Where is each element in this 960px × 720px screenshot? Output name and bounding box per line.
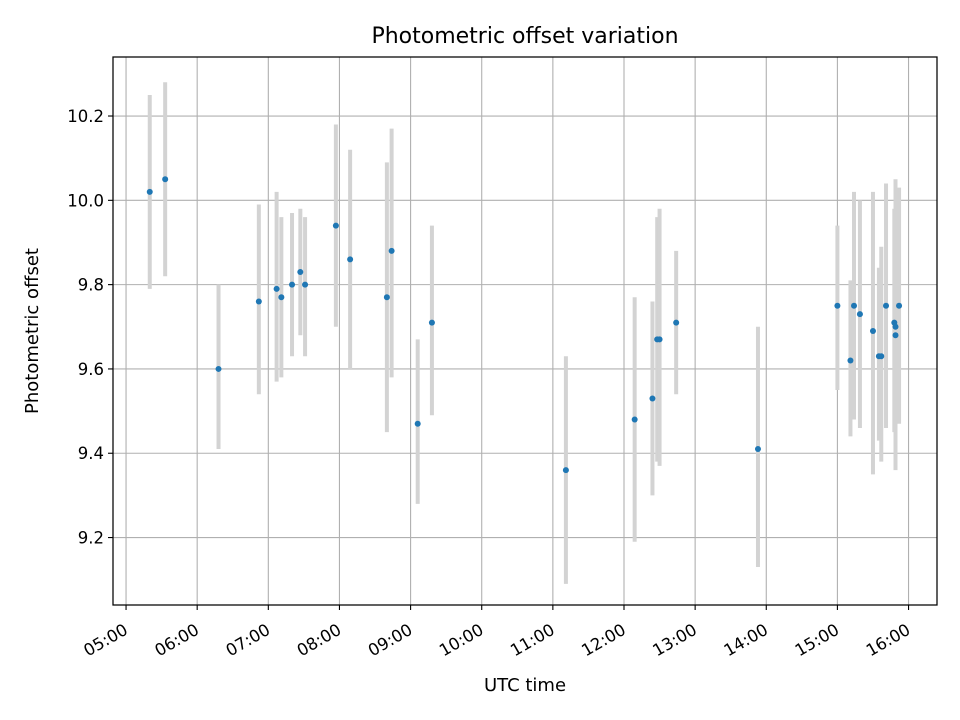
data-point xyxy=(289,281,296,288)
plot-frame xyxy=(112,56,938,606)
data-point xyxy=(673,319,680,326)
data-point xyxy=(302,281,309,288)
y-tick-label: 10.0 xyxy=(67,191,104,210)
data-point xyxy=(847,357,854,364)
y-tick-label: 9.6 xyxy=(78,360,104,379)
data-point xyxy=(278,294,285,301)
data-point xyxy=(414,420,421,427)
grid-layer xyxy=(113,57,937,605)
data-point xyxy=(883,302,890,309)
y-tick-label: 9.2 xyxy=(78,529,104,548)
data-point xyxy=(869,328,876,334)
data-point xyxy=(332,222,339,229)
y-axis-label: Photometric offset xyxy=(22,248,43,414)
data-point xyxy=(656,336,663,343)
data-point xyxy=(851,302,858,309)
data-point xyxy=(215,365,222,372)
data-point xyxy=(388,247,395,254)
data-point xyxy=(428,319,435,326)
data-point xyxy=(146,188,153,195)
point-layer xyxy=(146,176,903,474)
data-point xyxy=(754,446,761,453)
data-point xyxy=(878,353,885,360)
y-tick-label: 9.4 xyxy=(78,444,104,463)
data-point xyxy=(297,268,304,275)
data-point xyxy=(649,395,656,402)
data-point xyxy=(255,298,262,305)
data-point xyxy=(892,332,899,339)
data-point xyxy=(347,256,354,263)
data-point xyxy=(562,467,569,474)
y-axis: 9.2 9.4 9.6 9.8 10.0 10.2 xyxy=(67,107,113,548)
chart-title: Photometric offset variation xyxy=(371,24,678,49)
y-tick-label: 10.2 xyxy=(67,107,104,126)
data-point xyxy=(383,294,390,301)
data-point xyxy=(273,285,280,292)
y-tick-label: 9.8 xyxy=(78,276,104,295)
data-point xyxy=(631,416,638,423)
data-point xyxy=(162,176,169,183)
data-point xyxy=(896,302,903,309)
x-axis-label: UTC time xyxy=(484,675,566,696)
data-point xyxy=(834,302,841,309)
data-point xyxy=(856,311,863,318)
data-point xyxy=(892,323,899,330)
